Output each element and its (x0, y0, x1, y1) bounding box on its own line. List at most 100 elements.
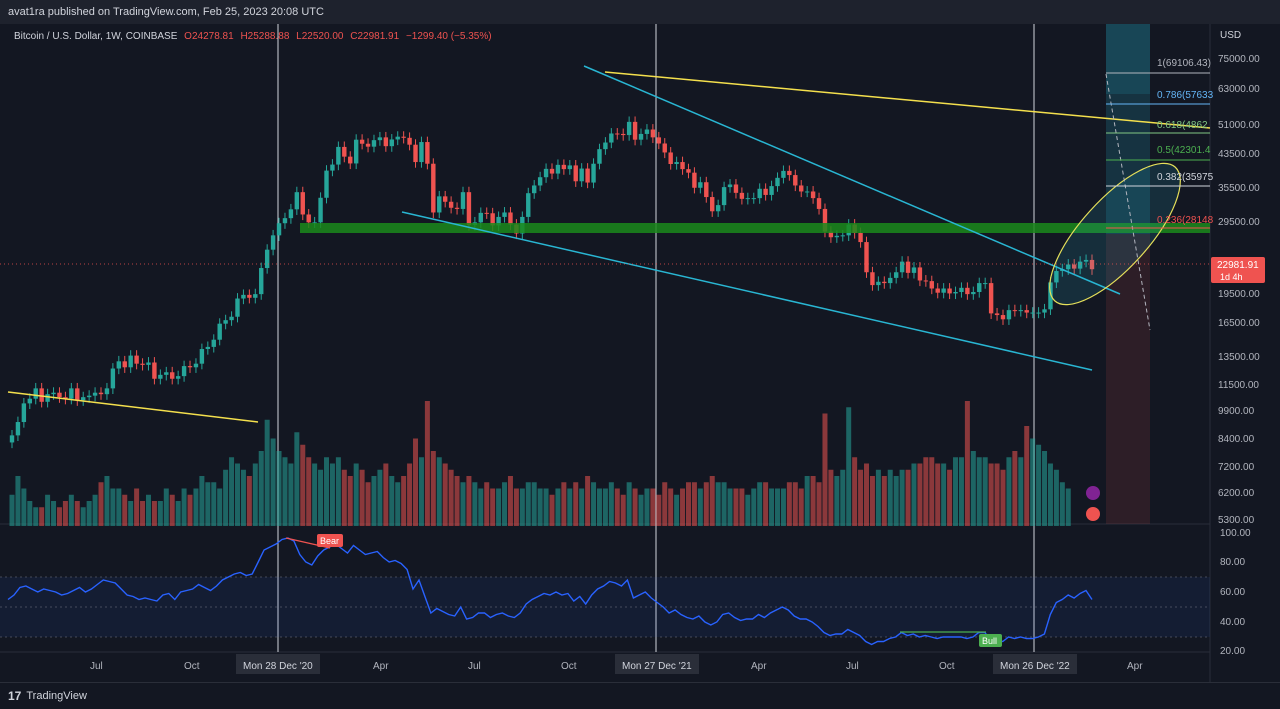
candle-body (864, 242, 869, 273)
fib-background (1106, 24, 1150, 524)
volume-bar (858, 469, 864, 526)
volume-bar (442, 463, 448, 526)
rsi-pane[interactable] (0, 537, 1210, 646)
candle-body (763, 188, 768, 195)
rsi-scale-ticks[interactable]: 100.00 80.00 60.00 40.00 20.00 (1220, 528, 1251, 657)
candle-body (282, 218, 288, 224)
candle-body (502, 212, 507, 217)
time-tick: Jul (468, 661, 481, 672)
volume-bar (1018, 457, 1024, 526)
candle-body (104, 388, 110, 395)
chart-area[interactable]: Bitcoin / U.S. Dollar, 1W, COINBASE O242… (0, 24, 1280, 682)
candle-body (822, 208, 828, 232)
volume-bar (579, 488, 585, 526)
candle-body (158, 374, 163, 379)
candle-body (727, 184, 733, 188)
legend-high: H25288.88 (240, 31, 289, 42)
projection-path (1105, 73, 1151, 331)
volume-bar (596, 488, 602, 526)
candle-body (9, 435, 15, 443)
volume-bar (502, 482, 508, 526)
volume-bar (490, 488, 496, 526)
candle-body (609, 133, 614, 143)
fib-levels[interactable] (1106, 72, 1210, 229)
volume-bar (359, 469, 365, 526)
volume-bar (15, 476, 21, 526)
volume-bar (466, 476, 472, 526)
volume-bar (128, 501, 134, 526)
candle-body (21, 403, 27, 423)
volume-bar (371, 476, 377, 526)
volume-bar (234, 463, 240, 526)
candle-body (300, 192, 305, 215)
candle-body (840, 235, 845, 237)
time-scale[interactable]: Jul Oct Mon 28 Dec '20 Apr Jul Oct Mon 2… (90, 654, 1143, 674)
candle-body (389, 139, 394, 147)
volume-bar (668, 488, 674, 526)
candle-body (526, 193, 531, 217)
volume-bar (727, 488, 733, 526)
volume-bar (763, 482, 769, 526)
candle-body (977, 283, 982, 292)
volume-bar (448, 469, 454, 526)
candle-body (63, 397, 68, 399)
volume-bar (478, 488, 484, 526)
volume-bar (430, 451, 436, 526)
volume-bar (454, 476, 460, 526)
channel-lower (401, 211, 1093, 371)
candle-body (460, 192, 466, 209)
volume-bar (496, 488, 502, 526)
price-tick: 75000.00 (1218, 54, 1260, 65)
volume-bar (751, 488, 757, 526)
drawings[interactable] (0, 65, 1211, 521)
candle-body (828, 231, 834, 238)
candles[interactable] (9, 116, 1095, 449)
volume-bar (656, 494, 662, 526)
candle-body (917, 267, 923, 281)
volume-bar (205, 482, 211, 526)
candle-body (110, 368, 116, 389)
candle-body (253, 294, 258, 298)
time-highlight-box (236, 654, 320, 674)
yellow-trendline (604, 71, 1211, 129)
volume-bar (80, 507, 86, 526)
volume-bar (329, 463, 335, 526)
volume-bar (1006, 457, 1012, 526)
volume-bar (27, 501, 33, 526)
volume-bar (745, 494, 751, 526)
channel-upper (583, 65, 1121, 295)
fib-label-1: 1(69106.43) (1157, 58, 1211, 69)
candle-body (81, 397, 86, 401)
price-scale-ticks[interactable]: 75000.00 63000.00 51000.00 43500.00 3550… (1218, 54, 1260, 526)
fib-label-0382: 0.382(35975 (1157, 172, 1214, 183)
candle-body (371, 140, 377, 147)
volume-bar (217, 488, 223, 526)
fib-projection-zone (1106, 24, 1150, 234)
candle-body (496, 216, 501, 226)
candle-body (626, 121, 632, 136)
candle-body (793, 175, 798, 186)
candle-body (1036, 312, 1041, 314)
fib-top-zone (1106, 24, 1150, 94)
candle-body (318, 197, 323, 223)
tradingview-logo[interactable]: 17 TradingView (8, 689, 87, 703)
candle-body (1018, 310, 1023, 312)
candle-body (336, 146, 341, 165)
time-tick: Jul (90, 661, 103, 672)
candle-body (193, 363, 199, 368)
candle-body (259, 268, 264, 295)
volume-bar (846, 407, 852, 526)
candle-body (597, 149, 602, 164)
publish-bar: avat1ra published on TradingView.com, Fe… (0, 0, 1280, 24)
candle-body (330, 164, 335, 171)
time-tick: Apr (751, 661, 767, 672)
volume-bar (561, 482, 567, 526)
support-zone (300, 223, 1210, 233)
candle-body (353, 139, 359, 164)
candle-body (911, 267, 917, 273)
candle-body (567, 165, 573, 170)
volume-bar (567, 488, 573, 526)
volume-bar (145, 494, 151, 526)
last-price-badge (1211, 257, 1265, 283)
volume-bar (905, 469, 911, 526)
